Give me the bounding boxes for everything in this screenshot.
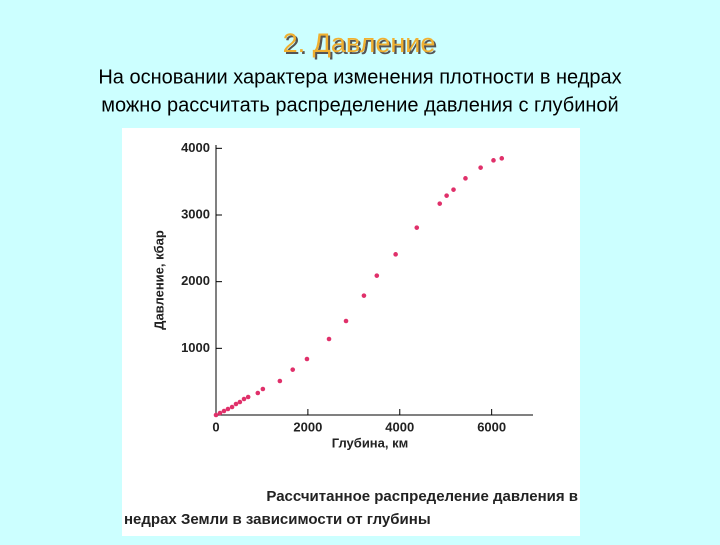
point — [499, 156, 505, 161]
x-axis-label: Глубина, км — [332, 435, 409, 450]
caption: недрах Земли в зависимости от глубины — [124, 511, 431, 528]
x-tick-label: 4000 — [385, 419, 414, 434]
slide-text: можно рассчитать распределение давления … — [101, 94, 618, 116]
x-tick-label: 0 — [212, 419, 219, 434]
point — [245, 394, 251, 400]
point — [225, 406, 231, 412]
point — [343, 318, 349, 324]
y-tick-label: 1000 — [181, 340, 210, 355]
caption: Рассчитанное распределение давления в — [266, 488, 578, 505]
point — [260, 386, 266, 392]
y-axis-label: Давление, кбар — [151, 230, 166, 330]
x-tick-label: 2000 — [293, 419, 322, 434]
point — [478, 165, 483, 170]
point — [374, 273, 380, 278]
title-shadow: 2. Давление — [285, 30, 438, 60]
point — [393, 252, 398, 257]
point — [326, 336, 332, 342]
y-tick-label: 3000 — [181, 206, 210, 221]
point — [290, 367, 296, 372]
y-tick-label: 2000 — [181, 273, 210, 288]
chart-panel — [122, 128, 580, 536]
point — [277, 378, 283, 384]
y-tick-label: 4000 — [181, 140, 210, 155]
point — [414, 225, 420, 230]
slide-text: На основании характера изменения плотнос… — [98, 66, 621, 88]
point — [213, 412, 219, 418]
x-tick-label: 6000 — [477, 419, 506, 434]
point — [241, 396, 247, 402]
point — [463, 176, 468, 181]
point — [491, 158, 496, 163]
point — [233, 401, 239, 407]
point — [361, 293, 367, 298]
point — [237, 399, 243, 405]
point — [229, 404, 235, 410]
slide-title: 2. Давление — [283, 28, 436, 58]
point — [451, 187, 456, 192]
point — [444, 193, 449, 198]
point — [437, 201, 443, 206]
point — [221, 408, 227, 414]
point — [255, 390, 261, 396]
point — [304, 356, 310, 362]
point — [217, 410, 223, 416]
